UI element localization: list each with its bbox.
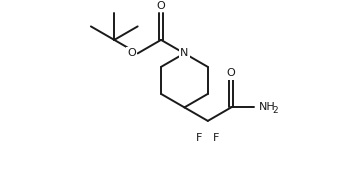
Text: F: F [213, 133, 220, 143]
Text: 2: 2 [273, 106, 278, 115]
Text: N: N [180, 48, 189, 58]
Text: O: O [157, 1, 165, 11]
Text: F: F [196, 133, 202, 143]
Text: NH: NH [259, 102, 276, 112]
Text: O: O [227, 68, 236, 78]
Text: O: O [127, 48, 136, 58]
